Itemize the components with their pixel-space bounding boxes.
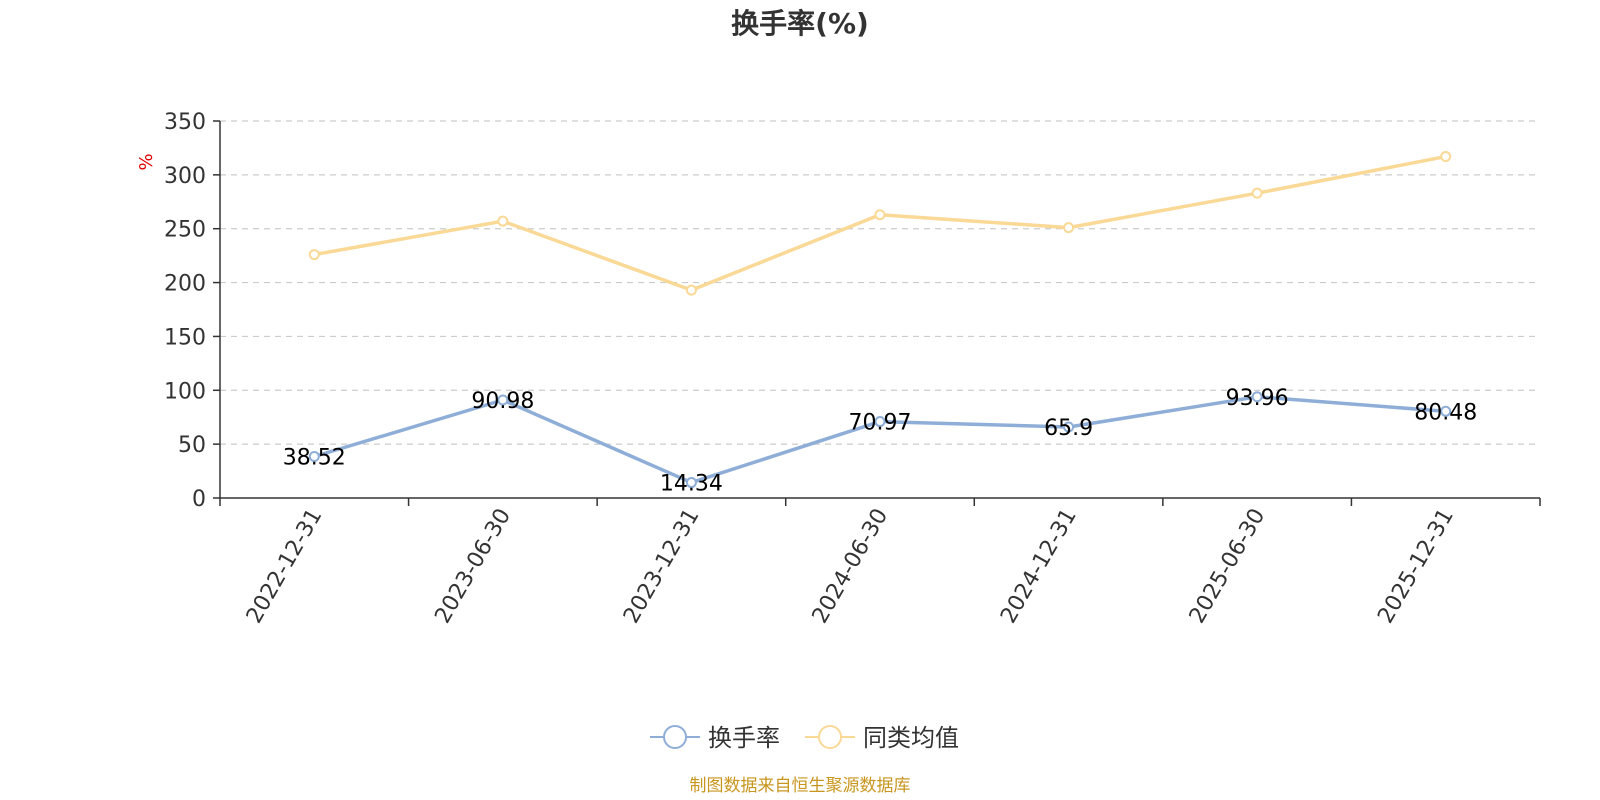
- y-tick-label: 250: [164, 218, 206, 243]
- legend-item[interactable]: 换手率: [650, 724, 780, 752]
- data-point[interactable]: [1440, 151, 1452, 163]
- data-source-note: 制图数据来自恒生聚源数据库: [690, 776, 911, 796]
- data-point[interactable]: [1251, 391, 1263, 403]
- y-tick-label: 350: [164, 110, 206, 135]
- data-point[interactable]: [1440, 405, 1452, 417]
- grid-lines: [220, 120, 1540, 445]
- y-axis: 0 50 100 150 200 250 300 350: [164, 110, 221, 512]
- data-label: 38.52: [283, 446, 346, 471]
- data-label: 65.9: [1044, 416, 1093, 441]
- legend-item[interactable]: 同类均值: [805, 724, 959, 752]
- data-label: 93.96: [1226, 386, 1289, 411]
- data-point[interactable]: [308, 249, 320, 261]
- x-tick-label: 2022-12-31: [242, 505, 328, 628]
- legend-label: 同类均值: [863, 724, 959, 752]
- y-tick-label: 100: [164, 379, 206, 404]
- y-tick-label: 200: [164, 272, 206, 297]
- series-line: [313, 154, 1447, 292]
- legend[interactable]: 换手率 同类均值: [650, 724, 959, 752]
- x-tick-label: 2024-12-31: [996, 505, 1082, 628]
- data-label: 90.98: [471, 389, 534, 414]
- legend-label: 换手率: [708, 724, 780, 752]
- x-axis: 2022-12-31 2023-06-30 2023-12-31 2024-06-30…: [219, 497, 1541, 628]
- y-tick-label: 50: [178, 433, 206, 458]
- data-point[interactable]: [1063, 421, 1075, 433]
- data-point[interactable]: [497, 394, 509, 406]
- data-point[interactable]: [1063, 222, 1075, 234]
- data-point[interactable]: [685, 477, 697, 489]
- data-point[interactable]: [308, 451, 320, 463]
- data-point[interactable]: [497, 215, 509, 227]
- data-label: 80.48: [1414, 400, 1477, 425]
- data-point[interactable]: [1251, 187, 1263, 199]
- x-tick-label: 2024-06-30: [808, 505, 894, 628]
- y-tick-label: 300: [164, 164, 206, 189]
- x-tick-label: 2023-06-30: [430, 505, 516, 628]
- y-tick-label: 0: [192, 487, 206, 512]
- data-label: 14.34: [660, 472, 723, 497]
- x-tick-label: 2025-12-31: [1373, 505, 1459, 628]
- data-point[interactable]: [874, 416, 886, 428]
- series-layer: 38.52 90.98 14.34 70.97 65.9 93.96 80.48: [283, 151, 1477, 497]
- data-label: 70.97: [849, 411, 912, 436]
- data-point[interactable]: [874, 209, 886, 221]
- x-tick-label: 2025-06-30: [1185, 505, 1271, 628]
- chart-title: 换手率(%): [731, 7, 869, 40]
- y-tick-label: 150: [164, 325, 206, 350]
- data-point[interactable]: [685, 284, 697, 296]
- legend-marker-icon: [663, 725, 687, 749]
- y-axis-unit-label: %: [136, 153, 157, 170]
- x-tick-label: 2023-12-31: [619, 505, 705, 628]
- legend-marker-icon: [818, 725, 842, 749]
